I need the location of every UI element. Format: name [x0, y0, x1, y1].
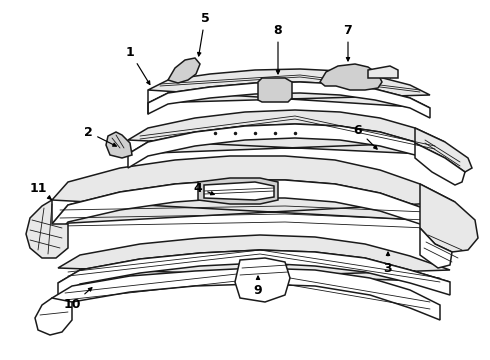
Polygon shape: [148, 82, 430, 118]
Polygon shape: [35, 298, 72, 335]
Text: 1: 1: [125, 45, 150, 85]
Polygon shape: [420, 184, 478, 252]
Polygon shape: [415, 143, 465, 185]
Polygon shape: [204, 182, 274, 200]
Polygon shape: [258, 78, 292, 102]
Polygon shape: [368, 66, 398, 78]
Polygon shape: [26, 200, 68, 258]
Polygon shape: [198, 178, 278, 204]
Text: 5: 5: [197, 12, 209, 56]
Polygon shape: [52, 268, 440, 320]
Polygon shape: [128, 110, 445, 155]
Text: 7: 7: [343, 23, 352, 61]
Polygon shape: [415, 128, 472, 172]
Polygon shape: [320, 64, 382, 90]
Polygon shape: [58, 250, 450, 298]
Text: 4: 4: [194, 181, 214, 195]
Text: 3: 3: [384, 252, 392, 274]
Polygon shape: [52, 180, 455, 240]
Text: 11: 11: [29, 181, 51, 199]
Polygon shape: [235, 258, 290, 302]
Text: 8: 8: [274, 23, 282, 74]
Polygon shape: [420, 228, 452, 268]
Polygon shape: [128, 124, 445, 168]
Polygon shape: [52, 156, 455, 224]
Polygon shape: [168, 58, 200, 83]
Text: 2: 2: [84, 126, 116, 146]
Polygon shape: [58, 235, 450, 283]
Text: 9: 9: [254, 276, 262, 297]
Text: 6: 6: [354, 123, 377, 149]
Text: 10: 10: [63, 288, 92, 311]
Polygon shape: [148, 69, 430, 108]
Polygon shape: [106, 132, 132, 158]
